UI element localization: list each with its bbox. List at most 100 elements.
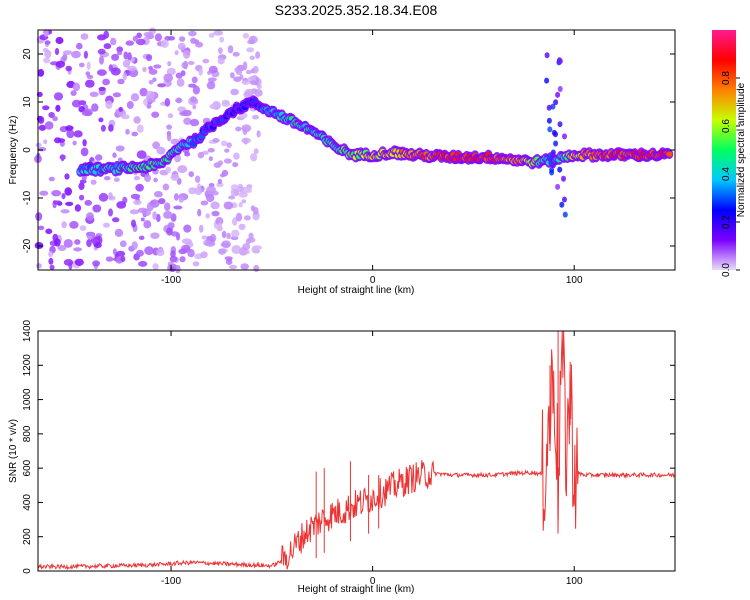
spectrogram-cell [166, 227, 173, 236]
spectrogram-cell [112, 92, 121, 98]
spectrogram-cell [152, 211, 157, 220]
spectrogram-cell [144, 174, 152, 182]
spectrogram-cell [72, 140, 77, 146]
spectrogram-cell [546, 104, 552, 111]
spectrogram-cell [115, 145, 125, 152]
spectrogram-cell [136, 38, 146, 46]
spectrogram-cell [64, 173, 70, 180]
spectrogram-cell [562, 133, 567, 140]
spectrogram-cell [154, 191, 163, 198]
spectrogram-cell [562, 196, 567, 203]
spectrogram-cell [85, 79, 95, 88]
spectrogram-cell [183, 224, 192, 233]
spectrogram-cell [206, 193, 215, 203]
spectrogram-cell [131, 219, 136, 228]
spectrogram-cell [170, 173, 180, 181]
spectrogram-cell [131, 131, 138, 137]
spectrogram-cell [167, 113, 174, 119]
snr-xlabel: Height of straight line (km) [298, 584, 415, 595]
spectrogram-cell [121, 114, 130, 120]
spectrogram-cell [241, 80, 250, 85]
y-tick-label: 0 [22, 147, 33, 153]
spectrogram-cell [256, 130, 261, 138]
spectrogram-cell [223, 201, 234, 210]
spectrogram-cell [230, 88, 239, 96]
spectrogram-cell [71, 50, 81, 59]
spectrogram-cell [544, 52, 550, 59]
spectrogram-cell [70, 90, 77, 96]
spectrogram-cell [224, 148, 230, 153]
spectrogram-cells [34, 27, 674, 274]
spectrogram-cell [136, 150, 147, 159]
spectrogram-cell [150, 232, 160, 239]
spectrogram-cell [209, 103, 217, 109]
spectrogram-cell [65, 125, 74, 131]
spectrogram-cell [242, 127, 248, 136]
spectrogram-cell [549, 169, 555, 176]
spectrogram-cell [118, 106, 124, 112]
spectrogram-cell [78, 182, 85, 190]
spectrogram-cell [197, 183, 201, 192]
spectrogram-cell [76, 42, 83, 50]
spectrogram-cell [555, 91, 561, 98]
spectrogram-cell [240, 263, 249, 270]
spectrogram-cell [105, 100, 113, 109]
spectrogram-cell [108, 192, 113, 200]
spectrogram-cell [219, 36, 225, 43]
y-tick-label: 1000 [22, 388, 33, 411]
spectrogram-cell [152, 77, 157, 82]
spectrogram-cell [175, 97, 183, 104]
spectrogram-cell [221, 230, 227, 239]
spectrogram-cell [250, 153, 258, 162]
spectrogram-cell [163, 73, 173, 83]
spectrogram-cell [154, 33, 162, 42]
spectrogram-cell [189, 118, 200, 127]
spectrogram-cell [53, 200, 62, 205]
spectrogram-cell [118, 157, 123, 162]
spectrogram-cell [226, 232, 231, 240]
spectrogram-cell [98, 192, 109, 202]
snr-frame [37, 330, 676, 572]
colorbar-tick-label: 0.4 [721, 167, 732, 181]
spectrogram-cell [37, 147, 47, 152]
spectrogram-cell [126, 101, 134, 109]
spectrogram-cell [174, 50, 179, 56]
spectrogram-cell [232, 162, 239, 168]
spectrogram-cell [98, 117, 104, 123]
spectrogram-cell [110, 37, 117, 46]
spectrogram-cell [227, 45, 234, 54]
spectrogram-cell [44, 121, 54, 130]
spectrogram-cell [244, 215, 251, 221]
spectrogram-cell [86, 231, 96, 240]
y-tick-label: 1200 [22, 354, 33, 377]
spectrogram-cell [242, 32, 250, 39]
spectrogram-cell [42, 105, 50, 111]
spectrogram-cell [51, 190, 62, 197]
spectrogram-cell [122, 72, 128, 81]
spectrogram-cell [544, 77, 550, 84]
spectrogram-cell [153, 64, 162, 69]
spectrogram-cell [164, 202, 171, 211]
spectrogram-cell [130, 209, 137, 215]
spectrogram-cell [45, 228, 53, 235]
spectrogram-cell [36, 263, 42, 269]
spectrogram-cell [60, 154, 65, 162]
spectrogram-ylabel: Frequency (Hz) [8, 116, 19, 185]
spectrogram-cell [175, 264, 181, 274]
spectrogram-cell [220, 140, 228, 147]
spectrogram-cell [39, 190, 49, 196]
spectrogram-cell [557, 58, 563, 65]
spectrogram-cell [130, 93, 140, 102]
spectrogram-cell [98, 86, 106, 91]
spectrogram-cell [133, 116, 141, 124]
spectrogram-cell [37, 69, 45, 77]
spectrogram-cell [143, 31, 154, 37]
spectrogram-cell [213, 30, 224, 36]
spectrogram-cell [192, 261, 200, 267]
spectrogram-cell [43, 29, 49, 37]
spectrogram-cell [229, 264, 237, 270]
spectrogram-cell [49, 264, 55, 270]
spectrogram-cell [102, 78, 110, 86]
